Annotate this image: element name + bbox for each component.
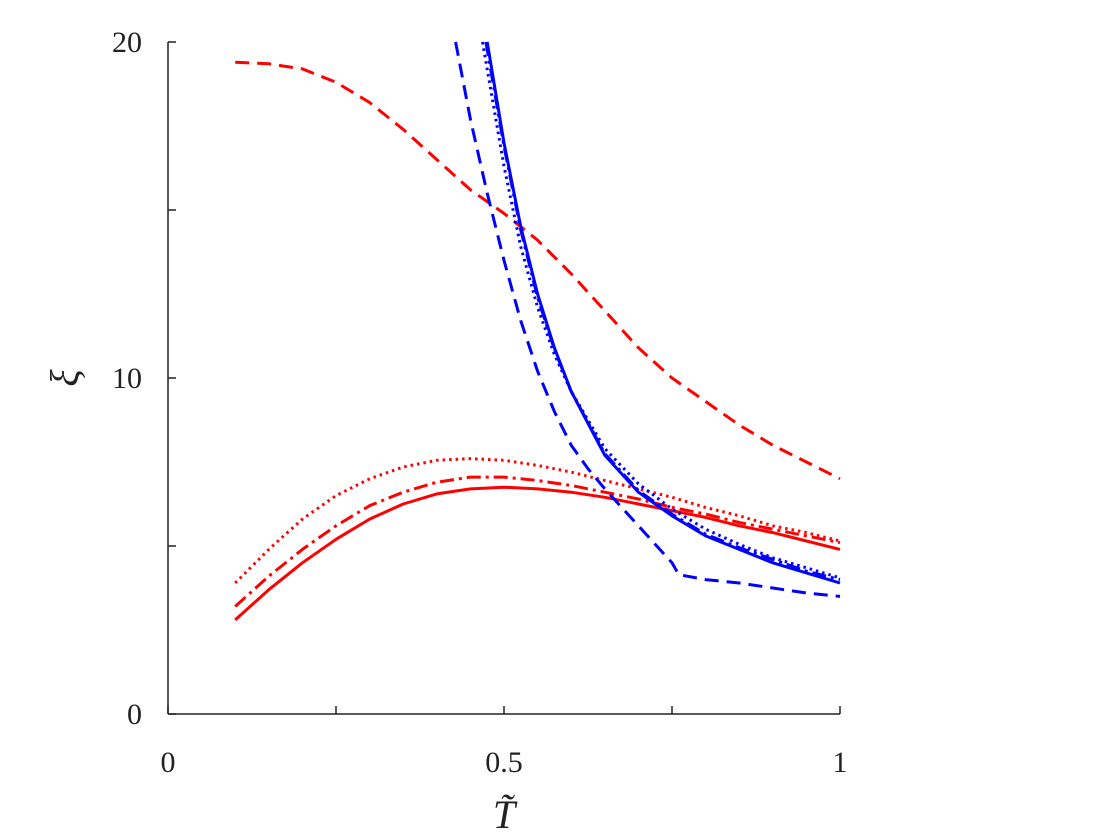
series-line-2 (234, 475, 841, 608)
x-tick-label-4: 1 (833, 746, 848, 779)
series-line-7 (481, 41, 841, 580)
series-line-3 (234, 457, 841, 585)
x-tick-label-0: 0 (161, 746, 176, 779)
x-tick-label-2: 0.5 (485, 746, 523, 779)
series-line-6 (484, 41, 841, 582)
y-axis-label: ξ (42, 369, 87, 387)
series-line-8 (454, 41, 841, 598)
y-tick-label-4: 20 (112, 26, 142, 59)
series-line-4 (235, 60, 841, 481)
y-tick-label-0: 0 (127, 698, 142, 731)
x-axis-label: T̃ (493, 792, 518, 837)
y-tick-label-2: 10 (112, 362, 142, 395)
series-layer (234, 41, 841, 622)
series-line-1 (234, 485, 841, 622)
